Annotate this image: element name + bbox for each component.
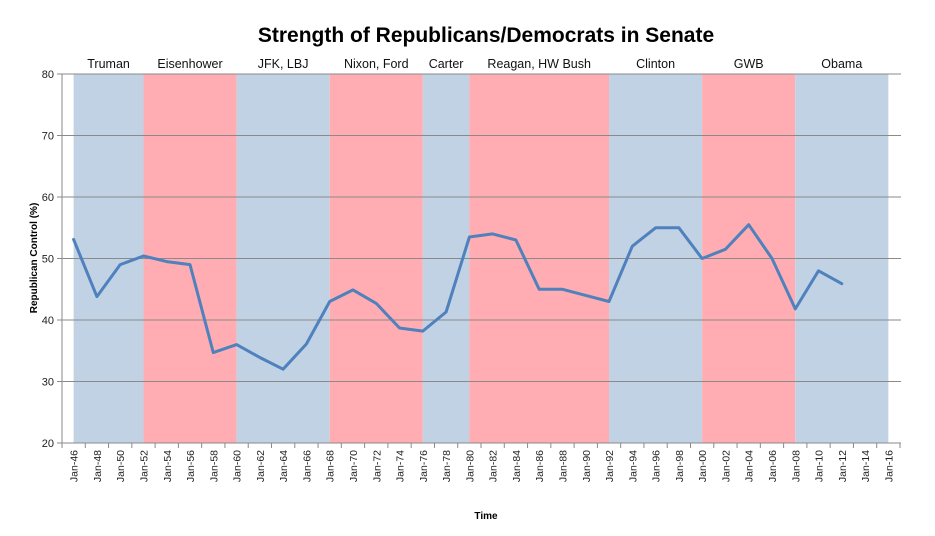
era-label: Eisenhower [157, 57, 222, 71]
x-tick-label: Jan-78 [441, 450, 453, 482]
x-tick-label: Jan-62 [255, 450, 267, 482]
x-tick-label: Jan-88 [557, 450, 569, 482]
x-tick-label: Jan-90 [581, 450, 593, 482]
x-tick-label: Jan-86 [534, 450, 546, 482]
chart-title: Strength of Republicans/Democrats in Sen… [258, 24, 714, 47]
era-labels: Truman Eisenhower JFK, LBJ Nixon, Ford Carte… [87, 57, 862, 71]
x-tick-label: Jan-72 [371, 450, 383, 482]
y-tick-label: 30 [42, 377, 54, 389]
era-label: Reagan, HW Bush [487, 57, 591, 71]
era-label: JFK, LBJ [258, 57, 309, 71]
x-tick-label: Jan-60 [232, 450, 244, 482]
y-tick-label: 60 [42, 192, 54, 204]
era-label: Obama [821, 57, 862, 71]
x-tick-label: Jan-70 [348, 450, 360, 482]
x-tick-label: Jan-08 [790, 450, 802, 482]
era-label: GWB [734, 57, 764, 71]
series-lines [72, 223, 844, 371]
era-label: Carter [429, 57, 464, 71]
x-tick-label: Jan-58 [208, 450, 220, 482]
era-label: Clinton [636, 57, 675, 71]
x-tick-label: Jan-16 [883, 450, 895, 482]
y-tick-label: 40 [42, 315, 54, 327]
x-tick-label: Jan-74 [395, 450, 407, 482]
x-tick-label: Jan-50 [115, 450, 127, 482]
y-axis-label: Republican Control (%) [29, 203, 40, 314]
x-tick-label: Jan-48 [92, 450, 104, 482]
x-tick-label: Jan-64 [278, 450, 290, 482]
x-tick-label: Jan-00 [697, 450, 709, 482]
x-tick-label: Jan-66 [301, 450, 313, 482]
x-axis-label: Time [474, 511, 498, 522]
x-tick-label: Jan-56 [185, 450, 197, 482]
x-tick-label: Jan-84 [511, 450, 523, 482]
x-tick-label: Jan-14 [860, 450, 872, 482]
y-tick-label: 20 [42, 438, 54, 450]
x-tick-label: Jan-06 [767, 450, 779, 482]
x-tick-label: Jan-98 [674, 450, 686, 482]
x-tick-label: Jan-92 [604, 450, 616, 482]
y-tick-label: 50 [42, 254, 54, 266]
y-tick-label: 70 [42, 131, 54, 143]
y-tick-label: 80 [42, 69, 54, 81]
x-axis-ticks: Jan-46 Jan-48 Jan-50 Jan-52 Jan-54 Jan-56 Jan-… [61, 443, 901, 482]
x-tick-label: Jan-82 [488, 450, 500, 482]
x-tick-label: Jan-12 [837, 450, 849, 482]
era-label: Nixon, Ford [344, 57, 409, 71]
x-tick-label: Jan-46 [69, 450, 81, 482]
x-tick-label: Jan-94 [627, 450, 639, 482]
x-tick-label: Jan-54 [162, 450, 174, 482]
x-tick-label: Jan-52 [138, 450, 150, 482]
x-tick-label: Jan-04 [744, 450, 756, 482]
x-tick-label: Jan-02 [720, 450, 732, 482]
x-tick-label: Jan-10 [814, 450, 826, 482]
era-label: Truman [87, 57, 130, 71]
y-axis-ticks: 20 30 40 50 60 70 80 [42, 69, 54, 450]
x-tick-label: Jan-80 [464, 450, 476, 482]
x-tick-label: Jan-76 [418, 450, 430, 482]
x-tick-label: Jan-96 [651, 450, 663, 482]
series-line-0 [72, 223, 844, 371]
x-tick-label: Jan-68 [325, 450, 337, 482]
